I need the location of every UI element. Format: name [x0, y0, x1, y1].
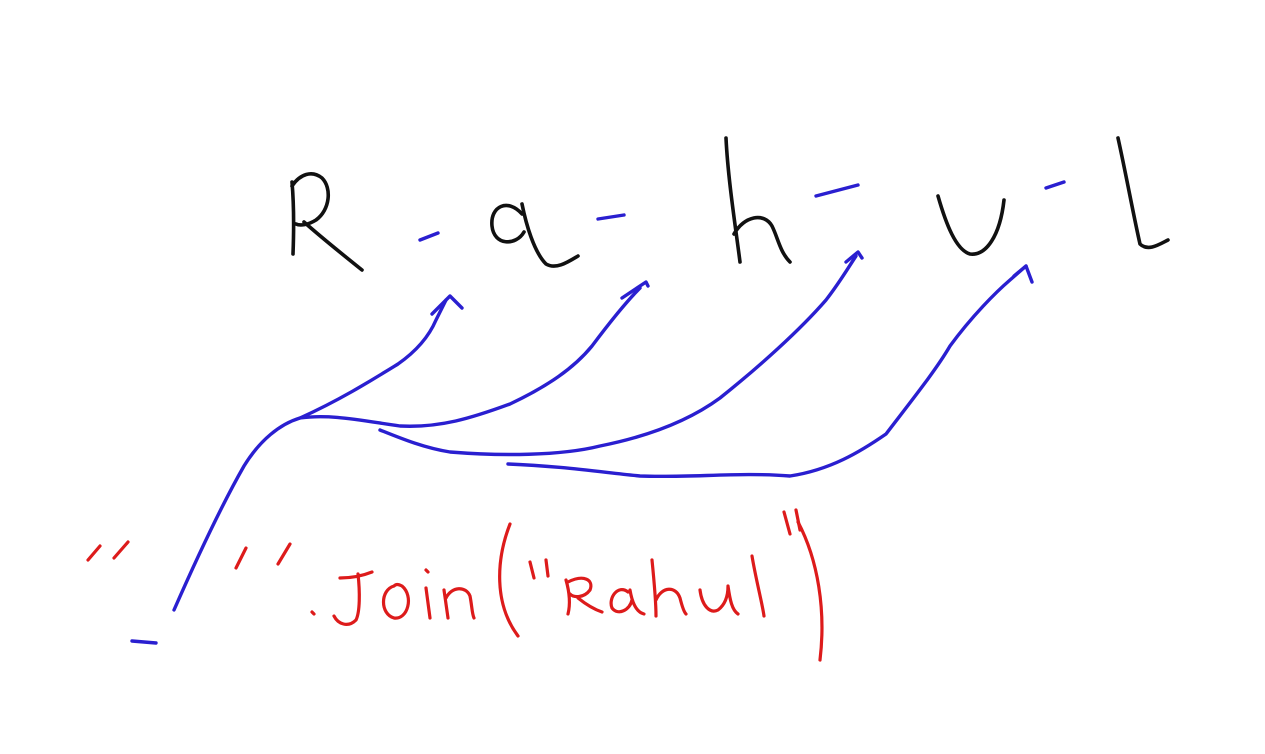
arrow-head-2: [620, 280, 650, 300]
arrow-head-4: [1012, 264, 1034, 284]
open-quote-2: [528, 558, 550, 580]
arrow-head-3: [844, 250, 864, 264]
arrow-4: [506, 264, 1028, 479]
open-paren: [498, 522, 520, 638]
open-quote-1: [86, 540, 130, 562]
letter-h-red: [650, 558, 688, 618]
letter-h: [724, 136, 792, 264]
letter-u-red: [698, 584, 740, 616]
dash-2: [596, 213, 626, 221]
word-rahul: [290, 136, 1170, 272]
letter-o: [381, 582, 411, 620]
arrow-3: [378, 254, 858, 457]
letter-j: [332, 570, 374, 626]
arrow-main-stroke: [172, 298, 448, 612]
arrows: [130, 250, 1034, 645]
letter-n: [442, 587, 476, 620]
letter-i: [424, 568, 432, 620]
dash-1: [418, 231, 440, 242]
letter-l-red: [750, 554, 766, 618]
letter-u: [936, 194, 1006, 256]
separator-dash-source: [130, 639, 158, 645]
arrow-2: [298, 286, 642, 428]
close-paren: [796, 520, 824, 662]
dot: [310, 610, 316, 616]
code-join-expression: [86, 508, 824, 662]
letter-l: [1116, 136, 1170, 250]
arrow-head-1: [430, 294, 464, 316]
dash-4: [1044, 180, 1066, 190]
separator-dashes: [418, 180, 1066, 242]
close-quote-1: [234, 542, 292, 570]
letter-a-red: [609, 588, 646, 616]
dash-3: [814, 183, 860, 198]
letter-r: [290, 172, 364, 272]
letter-r-red: [564, 576, 604, 616]
letter-a: [490, 202, 580, 268]
